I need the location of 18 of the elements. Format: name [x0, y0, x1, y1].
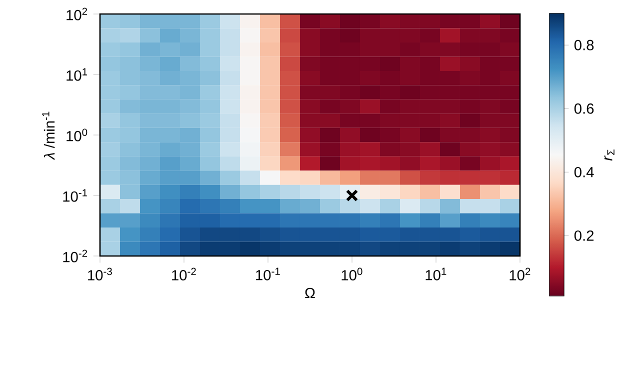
y-tick-label: 10$^{-1}$ — [63, 189, 88, 202]
y-tick-label: 10$^{1}$ — [66, 68, 88, 81]
color-bar-label: 0.2 — [574, 230, 594, 241]
x-axis-title: Ω — [305, 288, 315, 298]
color-bar-label: 0.6 — [574, 103, 594, 114]
y-tick-label: 10$^{2}$ — [66, 8, 88, 20]
x-tick-label: 10$^{-3}$ — [88, 268, 112, 280]
y-tick-label: 10$^{0}$ — [66, 128, 88, 142]
color-bar-label: 0.4 — [574, 166, 594, 178]
x-tick-label: 10$^{-2}$ — [172, 268, 196, 280]
x-tick-label: 10$^{2}$ — [510, 268, 530, 280]
y-tick-label: 10$^{-2}$ — [63, 250, 88, 262]
x-tick-label: 10$^{0}$ — [342, 268, 362, 280]
color-bar-title: r$_{Σ}$ — [604, 150, 614, 161]
x-tick-label: 10$^{1}$ — [426, 268, 446, 280]
x-tick-label: 10$^{-1}$ — [256, 268, 280, 280]
y-axis-title: λ /min$^{-1}$ — [42, 112, 55, 160]
color-bar-label: 0.8 — [574, 40, 594, 50]
